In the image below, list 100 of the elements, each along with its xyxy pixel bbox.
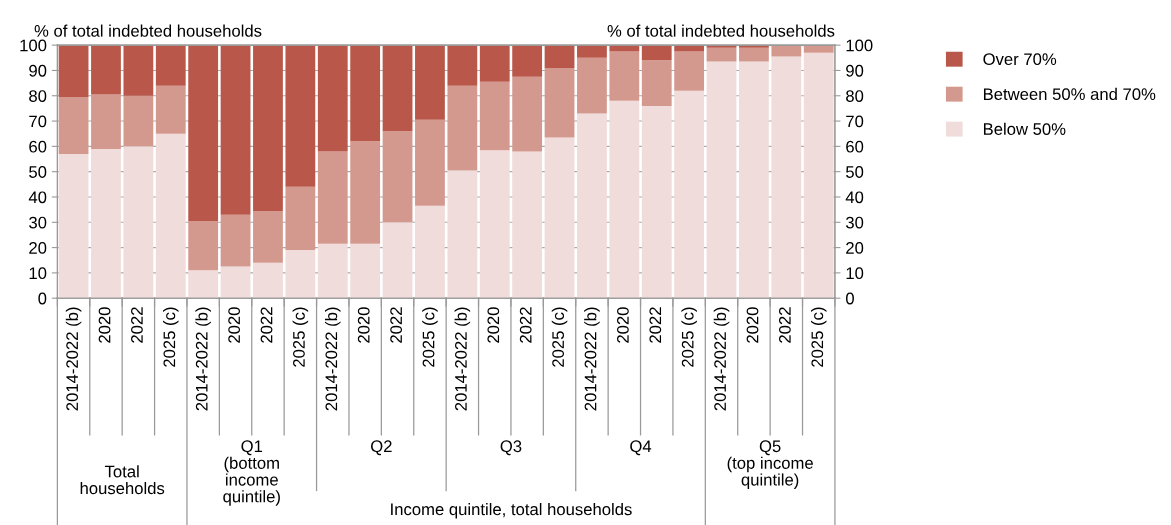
x-tick-label: 2025 (c) bbox=[422, 307, 438, 367]
bar bbox=[544, 137, 575, 299]
x-tick-label: 2020 bbox=[746, 307, 759, 343]
bar bbox=[382, 45, 413, 132]
bar bbox=[58, 97, 89, 154]
x-tick-label: 2014-2022 (b) bbox=[324, 307, 341, 411]
bar bbox=[674, 51, 705, 91]
bar bbox=[641, 105, 672, 299]
bar bbox=[447, 85, 478, 171]
x-tick-label: 2022 bbox=[779, 307, 791, 343]
bar bbox=[609, 51, 640, 101]
bar bbox=[512, 45, 543, 77]
bar bbox=[641, 60, 672, 106]
x-tick-label: 2014-2022 (b) bbox=[65, 307, 82, 411]
bar bbox=[188, 270, 219, 299]
y2-tick-label: 60 bbox=[846, 140, 864, 153]
x-tick-label: 2020 bbox=[617, 307, 629, 343]
bar bbox=[771, 56, 802, 299]
x-tick-label: 2025 (c) bbox=[292, 307, 309, 367]
bar bbox=[447, 170, 478, 299]
y2-tick-label: 70 bbox=[846, 115, 864, 128]
bar bbox=[285, 45, 316, 187]
bar bbox=[350, 141, 381, 244]
y-tick-label: 90 bbox=[29, 64, 47, 77]
x-tick-label: 2022 bbox=[649, 307, 662, 343]
bar bbox=[577, 57, 607, 114]
y-tick-label: 0 bbox=[38, 292, 47, 305]
x-tick-label: 2025 (c) bbox=[551, 307, 568, 367]
x-tick-label: 2020 bbox=[487, 307, 500, 343]
bar bbox=[220, 266, 251, 299]
y2-tick-label: 80 bbox=[846, 90, 864, 102]
y2-tick-label: 100 bbox=[846, 39, 873, 52]
bar bbox=[771, 45, 802, 57]
bar bbox=[641, 45, 672, 61]
y-axis-title: % of total indebted households bbox=[34, 24, 262, 37]
x-tick-label: 2020 bbox=[98, 307, 111, 343]
text: Q5 (top income quintile) bbox=[727, 440, 813, 489]
x-tick-label: 2014-2022 (b) bbox=[584, 307, 600, 411]
x-tick-label: 2020 bbox=[228, 307, 241, 343]
bar bbox=[479, 81, 510, 151]
bar bbox=[350, 243, 381, 299]
x-tick-label: 2025 (c) bbox=[810, 307, 827, 367]
y2-tick-label: 0 bbox=[845, 292, 854, 305]
bar bbox=[544, 67, 575, 138]
bar bbox=[512, 151, 543, 299]
bar bbox=[577, 113, 607, 299]
bar bbox=[382, 131, 413, 223]
bar bbox=[479, 150, 510, 299]
bar bbox=[674, 90, 705, 299]
bar bbox=[382, 222, 413, 299]
legend-label: Over 70% bbox=[983, 53, 1057, 66]
legend-label: Below 50% bbox=[983, 122, 1066, 135]
y-tick-label: 10 bbox=[29, 267, 47, 280]
x-tick-label: 2014-2022 (b) bbox=[713, 307, 730, 411]
bar bbox=[253, 210, 283, 263]
bar bbox=[123, 45, 154, 96]
bar bbox=[155, 45, 186, 86]
bar bbox=[91, 45, 121, 95]
bar bbox=[415, 119, 445, 206]
bar bbox=[447, 45, 478, 86]
bar bbox=[188, 45, 219, 222]
text: Income quintile, total households bbox=[391, 502, 632, 519]
text: Total households bbox=[80, 465, 165, 495]
text: Q4 bbox=[630, 440, 652, 456]
y2-tick-label: 50 bbox=[846, 166, 864, 178]
bar bbox=[91, 94, 121, 149]
bar bbox=[609, 100, 640, 299]
bar bbox=[285, 186, 316, 251]
text: Q1 (bottom income quintile) bbox=[223, 440, 280, 506]
bar bbox=[220, 214, 251, 267]
bar bbox=[803, 45, 834, 53]
bar bbox=[155, 133, 186, 299]
bar bbox=[739, 47, 769, 62]
bar bbox=[188, 221, 219, 271]
bar bbox=[317, 45, 348, 152]
x-tick-label: 2022 bbox=[390, 307, 403, 343]
y-tick-label: 20 bbox=[29, 241, 47, 254]
bar bbox=[91, 148, 121, 299]
bar bbox=[706, 47, 737, 62]
bar bbox=[350, 45, 381, 142]
bar bbox=[415, 45, 445, 120]
bar bbox=[577, 45, 607, 58]
y-tick-label: 40 bbox=[28, 191, 47, 204]
x-tick-label: 2014-2022 (b) bbox=[454, 307, 471, 411]
y2-tick-label: 20 bbox=[846, 241, 864, 254]
y2-tick-label: 10 bbox=[846, 267, 864, 280]
x-tick-label: 2022 bbox=[519, 307, 532, 343]
bar bbox=[285, 250, 316, 299]
x-tick-label: 2022 bbox=[131, 307, 143, 343]
y-tick-label: 80 bbox=[29, 90, 47, 102]
x-tick-label: 2025 (c) bbox=[681, 307, 697, 367]
bar bbox=[123, 95, 154, 147]
x-tick-label: 2020 bbox=[357, 307, 370, 343]
bar bbox=[58, 45, 89, 98]
y2-tick-label: 90 bbox=[846, 64, 864, 77]
bar bbox=[317, 151, 348, 244]
bar bbox=[479, 45, 510, 82]
y-tick-label: 100 bbox=[20, 39, 47, 52]
bar bbox=[155, 85, 186, 134]
bar bbox=[512, 76, 543, 152]
